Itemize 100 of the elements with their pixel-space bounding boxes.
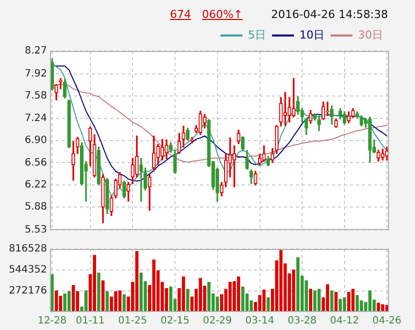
bar: [241, 286, 244, 312]
candlestick: [304, 118, 308, 135]
candlestick: [262, 145, 266, 162]
bar: [72, 284, 75, 312]
candlestick: [186, 128, 190, 141]
y-tick-label: 544352: [8, 264, 47, 276]
candlestick: [240, 136, 245, 152]
x-tick-label: 03-28: [288, 316, 317, 327]
candlestick: [321, 102, 326, 120]
y-tick-label: 272176: [8, 286, 47, 297]
text: 060%↑: [202, 8, 243, 21]
y-tick-label: 7.24: [24, 112, 47, 124]
x-tick-label: 01-11: [76, 316, 105, 327]
x-tick-label: 12-28: [38, 316, 67, 327]
y-tick-label: 5.53: [24, 224, 47, 236]
bar: [169, 286, 172, 312]
bar: [338, 298, 342, 312]
bar: [228, 282, 232, 312]
y-tick-label: 8.27: [24, 46, 47, 57]
candlestick: [164, 140, 168, 160]
text: 2016-04-26 14:58:38: [271, 8, 388, 21]
candlestick: [67, 100, 71, 148]
bar: [326, 284, 330, 312]
bar: [279, 250, 283, 312]
bar: [347, 292, 350, 312]
x-tick-label: 04-26: [372, 316, 402, 327]
bar: [135, 251, 138, 312]
candlestick: [152, 136, 156, 172]
candlestick: [292, 78, 296, 118]
candlestick: [135, 136, 139, 178]
y-tick-label: 6.56: [24, 157, 47, 168]
bar: [152, 260, 156, 312]
bar: [114, 291, 118, 312]
candlestick: [360, 115, 364, 126]
text: 674: [170, 8, 191, 21]
bar: [67, 291, 71, 312]
legend-label: 10日: [300, 28, 325, 42]
bar: [236, 276, 240, 312]
candlestick: [266, 156, 270, 166]
y-tick-label: 7.58: [24, 90, 47, 102]
candlestick: [376, 150, 380, 162]
candlestick: [326, 102, 330, 116]
candlestick: [249, 170, 254, 184]
candlestick: [190, 136, 194, 144]
bar: [140, 272, 143, 312]
y-tick-label: 6.90: [24, 135, 47, 146]
bar: [266, 297, 270, 312]
x-tick-label: 01-25: [118, 316, 148, 327]
candlestick: [156, 144, 160, 165]
x-tick-label: 02-15: [160, 316, 190, 327]
candlestick: [168, 142, 173, 153]
candlestick: [101, 174, 105, 224]
y-tick-label: 6.22: [24, 180, 47, 191]
legend-label: 30日: [358, 28, 384, 42]
candlestick: [313, 113, 317, 121]
bar: [292, 270, 296, 312]
candlestick: [330, 106, 334, 124]
candlestick: [368, 116, 372, 162]
bar: [356, 295, 359, 312]
x-tick-label: 02-29: [202, 316, 232, 327]
bar: [101, 280, 105, 312]
bar: [296, 257, 300, 312]
bar: [262, 290, 266, 312]
y-tick-label: 816528: [8, 244, 47, 255]
candlestick: [54, 84, 58, 100]
candlestick: [58, 78, 62, 90]
candlestick: [160, 138, 164, 160]
candlestick: [96, 146, 101, 186]
candlestick: [334, 118, 338, 128]
candlestick: [220, 182, 224, 196]
candlestick: [63, 78, 67, 98]
bar: [97, 272, 100, 312]
candlestick: [198, 110, 202, 135]
bar: [182, 276, 186, 312]
x-tick-label: 04-12: [330, 316, 360, 327]
candlestick: [283, 92, 288, 126]
candlestick: [126, 182, 130, 202]
candlestick: [342, 111, 346, 124]
candlestick: [173, 150, 177, 174]
bar: [92, 254, 96, 312]
x-tick-label: 03-14: [245, 316, 274, 327]
candlestick: [254, 170, 258, 186]
candlestick: [105, 178, 110, 214]
y-tick-label: 5.88: [24, 202, 47, 213]
bar: [186, 288, 190, 312]
bar: [309, 288, 312, 312]
candlestick: [236, 130, 240, 144]
bar: [63, 293, 66, 312]
bar: [351, 288, 355, 312]
candlestick: [380, 148, 384, 160]
bar: [207, 282, 210, 312]
bar: [106, 291, 109, 312]
bar: [198, 278, 202, 312]
y-tick-label: 7.92: [24, 68, 47, 80]
candlestick: [351, 108, 355, 118]
candlestick: [245, 150, 249, 170]
candlestick: [122, 180, 126, 198]
candlestick: [144, 168, 148, 190]
bar: [330, 290, 334, 312]
candlestick: [71, 140, 76, 181]
